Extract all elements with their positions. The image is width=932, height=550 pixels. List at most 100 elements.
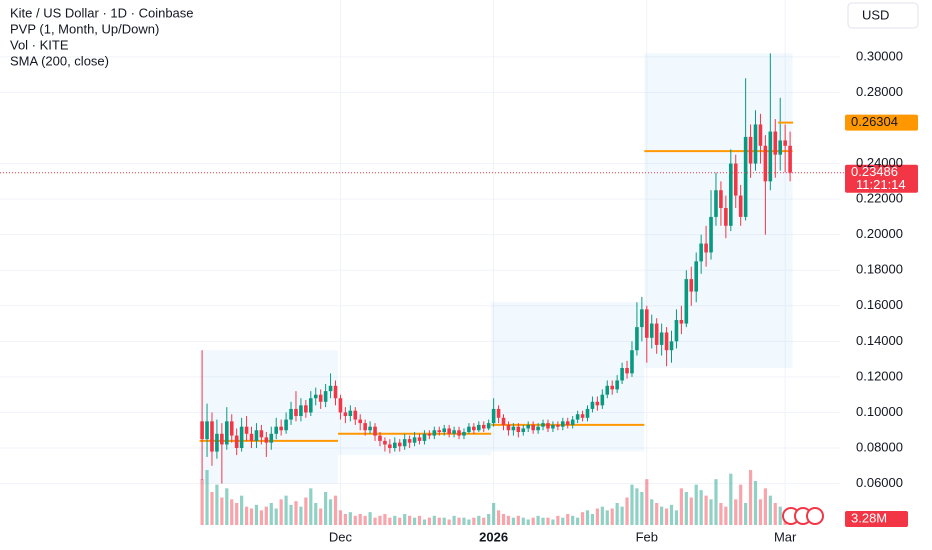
y-tick-label: 0.28000 bbox=[856, 84, 903, 99]
y-tick-label: 0.18000 bbox=[856, 262, 903, 277]
x-tick-label: Mar bbox=[774, 529, 797, 544]
candle-body bbox=[541, 423, 545, 427]
volume-bar bbox=[546, 517, 550, 525]
candle-body bbox=[773, 131, 778, 155]
candle-body bbox=[699, 243, 703, 262]
sma-tag-label: 0.26304 bbox=[851, 114, 898, 129]
volume-bar bbox=[531, 517, 535, 525]
volume-bar bbox=[348, 512, 352, 525]
candle-body bbox=[664, 332, 669, 351]
price-tag-label: 0.23486 bbox=[851, 164, 898, 179]
volume-bar bbox=[704, 495, 708, 525]
candle-body bbox=[388, 444, 392, 449]
volume-bar bbox=[378, 515, 382, 525]
volume-bar bbox=[620, 506, 624, 525]
candle-body bbox=[679, 320, 684, 324]
volume-bar bbox=[615, 503, 619, 525]
y-tick-label: 0.14000 bbox=[856, 333, 903, 348]
candle-body bbox=[778, 140, 783, 155]
candle-body bbox=[516, 426, 521, 433]
volume-bar bbox=[739, 484, 743, 525]
candle-body bbox=[462, 432, 466, 436]
event-icon[interactable] bbox=[806, 507, 824, 525]
volume-bar bbox=[274, 508, 278, 525]
candle-body bbox=[373, 426, 377, 436]
candle-body bbox=[709, 216, 713, 253]
volume-bar bbox=[734, 499, 738, 525]
candle-body bbox=[397, 442, 402, 447]
candle-body bbox=[501, 417, 506, 425]
volume-bar bbox=[205, 470, 209, 525]
volume-bar bbox=[244, 506, 249, 525]
candle-body bbox=[274, 426, 279, 434]
volume-bar bbox=[200, 479, 204, 525]
volume-bar bbox=[230, 499, 234, 525]
y-tick-label: 0.30000 bbox=[856, 48, 903, 63]
volume-bar bbox=[408, 515, 412, 525]
candle-body bbox=[328, 385, 333, 392]
candle-body bbox=[551, 424, 555, 429]
candle-body bbox=[753, 124, 758, 164]
candle-body bbox=[630, 350, 634, 374]
candle-body bbox=[348, 410, 353, 417]
candle-body bbox=[457, 430, 461, 436]
volume-bar bbox=[422, 519, 427, 525]
volume-bar bbox=[294, 501, 298, 525]
volume-bar bbox=[482, 517, 486, 525]
candle-body bbox=[763, 145, 768, 182]
candle-body bbox=[437, 430, 442, 433]
candle-body bbox=[333, 385, 338, 399]
candle-body bbox=[289, 408, 293, 420]
candle-body bbox=[383, 440, 387, 445]
candle-body bbox=[714, 190, 718, 217]
chart-title: Kite / US Dollar · 1D · Coinbase bbox=[10, 5, 194, 20]
volume-bar bbox=[353, 515, 357, 525]
candle-body bbox=[313, 394, 318, 399]
currency[interactable]: USD bbox=[862, 7, 889, 22]
volume-bar bbox=[333, 495, 338, 525]
volume-bar bbox=[650, 499, 654, 525]
candle-body bbox=[565, 421, 570, 425]
volume-bar bbox=[729, 473, 733, 525]
candle-body bbox=[620, 368, 624, 381]
volume-bar bbox=[338, 510, 343, 525]
candle-body bbox=[447, 428, 451, 434]
volume-bar bbox=[309, 488, 313, 525]
x-tick-label: 2026 bbox=[479, 529, 508, 544]
x-tick-label: Feb bbox=[636, 529, 658, 544]
volume-bar bbox=[467, 519, 471, 525]
indicator-label: PVP (1, Month, Up/Down) bbox=[10, 21, 159, 36]
candle-body bbox=[486, 423, 491, 429]
volume-bar bbox=[674, 510, 679, 525]
candle-body bbox=[748, 136, 753, 164]
candle-body bbox=[472, 426, 476, 431]
volume-bar bbox=[299, 506, 303, 525]
volume-bar bbox=[432, 515, 436, 525]
candle-body bbox=[225, 421, 229, 445]
volume-bar bbox=[235, 503, 239, 525]
candle-body bbox=[358, 419, 363, 424]
currency-button[interactable] bbox=[847, 2, 919, 29]
volume-bar bbox=[269, 503, 273, 525]
volume-bar bbox=[566, 514, 570, 525]
candle-body bbox=[625, 368, 629, 374]
volume-bar bbox=[516, 515, 520, 525]
volume-bar bbox=[635, 488, 639, 525]
volume-bar bbox=[240, 495, 244, 525]
candle-body bbox=[600, 394, 605, 406]
candle-body bbox=[758, 124, 763, 146]
candle-body bbox=[645, 309, 649, 338]
candle-body bbox=[674, 320, 679, 342]
volume-bar bbox=[640, 492, 644, 525]
candle-body bbox=[318, 394, 323, 402]
candle-body bbox=[200, 421, 204, 440]
volume-bar bbox=[580, 512, 585, 525]
volume-bar bbox=[571, 515, 575, 525]
volume-bar bbox=[254, 504, 259, 525]
candle-body bbox=[477, 424, 481, 431]
volume-bar bbox=[452, 515, 456, 525]
candle-body bbox=[635, 327, 639, 351]
y-tick-label: 0.10000 bbox=[856, 404, 903, 419]
volume-bar bbox=[264, 506, 268, 525]
